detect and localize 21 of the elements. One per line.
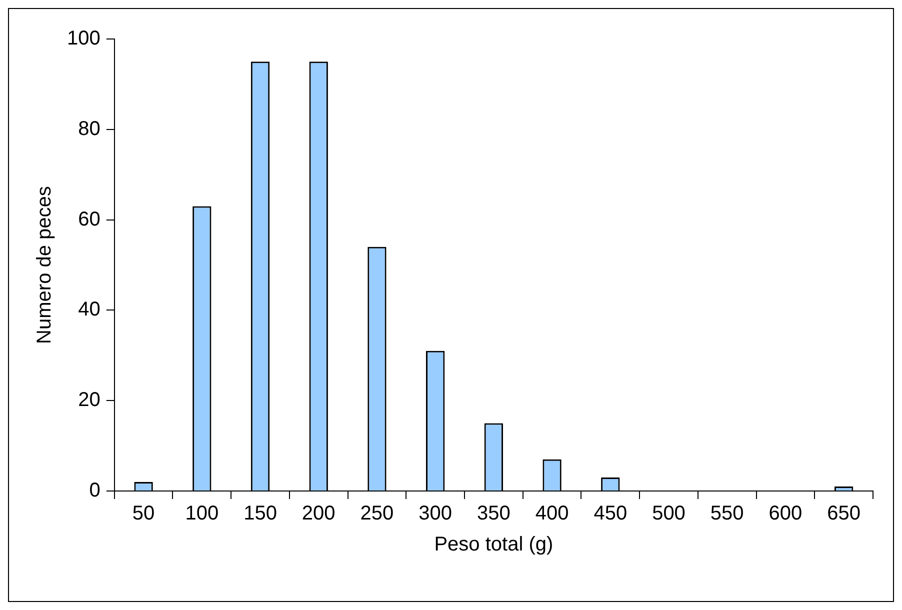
y-tick-label: 40 — [78, 298, 100, 321]
x-axis-title: Peso total (g) — [434, 534, 554, 556]
y-tick-label: 60 — [78, 208, 100, 230]
x-tick-label: 100 — [185, 502, 219, 525]
y-tick-label: 100 — [66, 28, 100, 50]
x-tick-label: 400 — [535, 502, 569, 525]
x-tick-label: 650 — [827, 502, 861, 525]
x-tick-label: 50 — [132, 502, 155, 525]
x-tick-label: 500 — [652, 502, 686, 525]
x-tick-label: 550 — [710, 502, 744, 525]
x-tick-label: 250 — [360, 502, 394, 525]
x-tick-label: 450 — [594, 502, 628, 525]
x-tick-label: 150 — [244, 502, 277, 525]
y-tick-label: 80 — [78, 118, 100, 140]
y-tick-label: 0 — [89, 480, 100, 502]
y-tick-label: 20 — [78, 389, 100, 412]
x-tick-label: 350 — [476, 502, 510, 525]
x-tick-label: 300 — [418, 502, 452, 525]
x-tick-label: 600 — [768, 502, 802, 525]
x-tick-label: 200 — [302, 502, 336, 525]
y-axis-title: Numero de peces — [34, 186, 56, 344]
